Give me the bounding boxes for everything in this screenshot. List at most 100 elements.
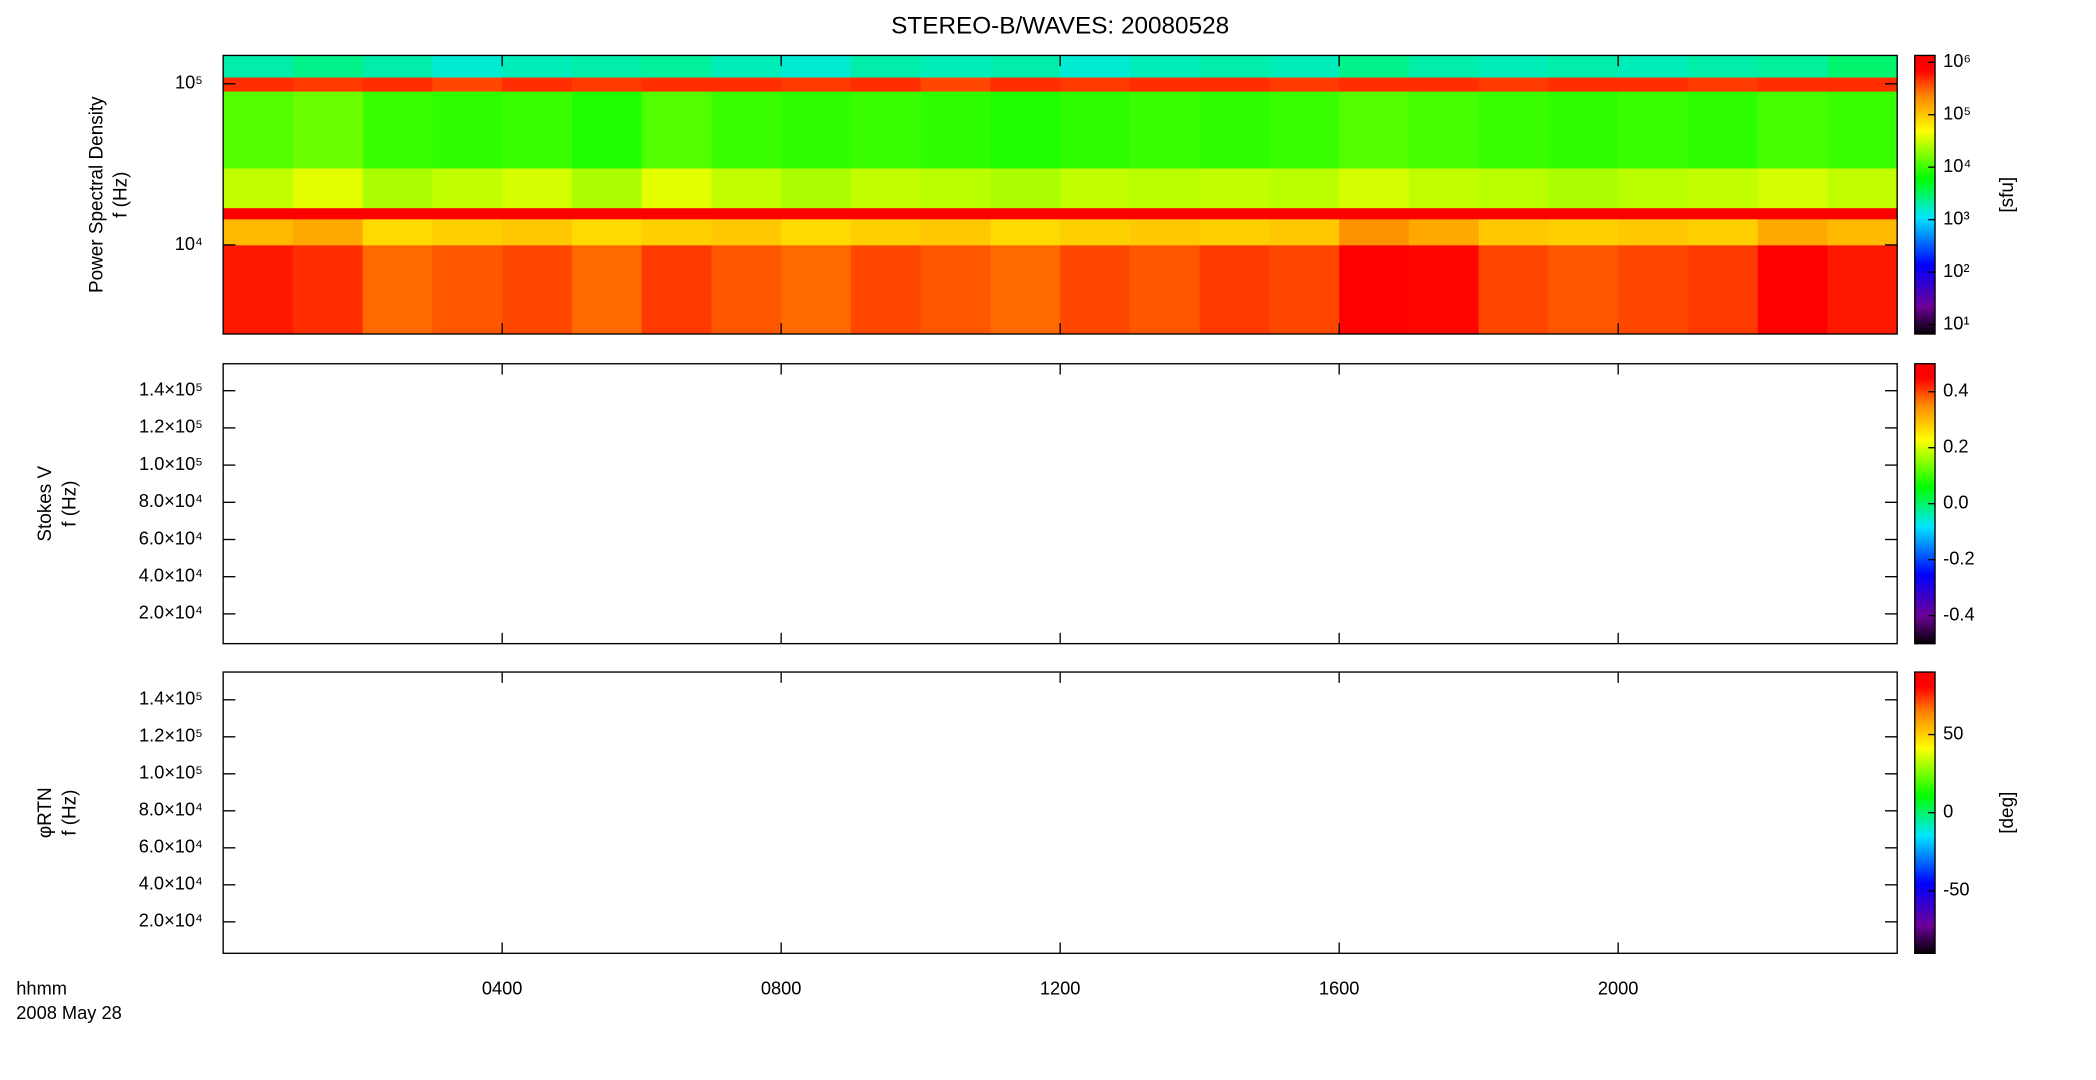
heatmap-cell — [1548, 218, 1619, 246]
colorbar-swatch — [1914, 629, 1936, 633]
colorbar-swatch — [1914, 90, 1936, 94]
colorbar-swatch — [1914, 426, 1936, 430]
colorbar-swatch — [1914, 908, 1936, 912]
colorbar-swatch — [1914, 106, 1936, 110]
colorbar-swatch — [1914, 864, 1936, 868]
colorbar-swatch — [1914, 805, 1936, 809]
colorbar-swatch — [1914, 506, 1936, 509]
heatmap-cell — [1129, 168, 1201, 209]
colorbar-tick-label: -0.4 — [1943, 603, 1974, 624]
colorbar-swatch — [1914, 315, 1936, 319]
colorbar-swatch — [1914, 229, 1936, 233]
heatmap-cell — [1548, 207, 1619, 220]
colorbar-swatch — [1914, 461, 1936, 465]
colorbar-tick-label: 10⁶ — [1943, 50, 1971, 71]
colorbar-swatch — [1914, 920, 1936, 924]
colorbar-swatch — [1914, 822, 1936, 825]
colorbar-swatch — [1914, 471, 1936, 474]
colorbar-swatch — [1914, 840, 1936, 844]
colorbar-swatch — [1914, 765, 1936, 769]
colorbar-swatch — [1914, 231, 1936, 235]
heatmap-cell — [1060, 168, 1131, 209]
colorbar-swatch — [1914, 145, 1936, 149]
heatmap-cell — [223, 244, 294, 335]
colorbar-swatch — [1914, 709, 1936, 713]
heatmap-cell — [1060, 55, 1131, 78]
colorbar-swatch — [1914, 141, 1936, 145]
colorbar-swatch — [1914, 915, 1936, 919]
heatmap-cell — [1408, 168, 1480, 209]
colorbar-swatch — [1914, 761, 1936, 764]
colorbar-swatch — [1914, 934, 1936, 938]
heatmap-cell — [781, 207, 852, 220]
heatmap-cell — [1129, 218, 1201, 246]
colorbar-swatch — [1914, 180, 1936, 184]
heatmap-cell — [1060, 91, 1131, 169]
colorbar-tick-label: -0.2 — [1943, 548, 1974, 569]
colorbar-swatch — [1914, 457, 1936, 460]
colorbar-tick-label: 10³ — [1943, 207, 1969, 228]
heatmap-cell — [711, 77, 782, 92]
colorbar-swatch — [1914, 700, 1936, 704]
colorbar-swatch — [1914, 310, 1936, 314]
colorbar-swatch — [1914, 536, 1936, 540]
heatmap-cell — [850, 168, 922, 209]
heatmap-cell — [1618, 218, 1689, 246]
colorbar-swatch — [1914, 782, 1936, 786]
heatmap-cell — [850, 55, 922, 78]
heatmap-cell — [1129, 91, 1201, 169]
colorbar-swatch — [1914, 169, 1936, 173]
colorbar-swatch — [1914, 429, 1936, 432]
colorbar-swatch — [1914, 686, 1936, 689]
colorbar-swatch — [1914, 608, 1936, 612]
colorbar-swatch — [1914, 278, 1936, 282]
colorbar-swatch — [1914, 317, 1936, 321]
colorbar-swatch — [1914, 815, 1936, 818]
colorbar-swatch — [1914, 513, 1936, 516]
colorbar-swatch — [1914, 695, 1936, 699]
colorbar-swatch — [1914, 478, 1936, 481]
heatmap-cell — [1199, 77, 1270, 92]
colorbar-swatch — [1914, 87, 1936, 91]
colorbar-swatch — [1914, 431, 1936, 435]
colorbar-swatch — [1914, 464, 1936, 467]
colorbar-swatch — [1914, 599, 1936, 603]
colorbar-swatch — [1914, 615, 1936, 619]
y-tick-label: 2.0×10⁴ — [139, 910, 203, 931]
colorbar-swatch — [1914, 282, 1936, 286]
heatmap-cell — [1687, 218, 1759, 246]
heatmap-cell — [1339, 77, 1410, 92]
heatmap-cell — [502, 207, 573, 220]
colorbar-swatch — [1914, 861, 1936, 865]
heatmap-cell — [990, 218, 1061, 246]
colorbar-swatch — [1914, 499, 1936, 502]
colorbar-swatch — [1914, 492, 1936, 495]
y-axis-label: f (Hz) — [59, 790, 80, 836]
colorbar-swatch — [1914, 810, 1936, 814]
colorbar-swatch — [1914, 487, 1936, 491]
heatmap-cell — [1199, 244, 1270, 335]
colorbar-swatch — [1914, 308, 1936, 312]
colorbar-swatch — [1914, 897, 1936, 900]
colorbar-swatch — [1914, 697, 1936, 701]
colorbar-swatch — [1914, 812, 1936, 816]
colorbar-swatch — [1914, 62, 1936, 66]
heatmap-cell — [1199, 91, 1270, 169]
heatmap-cell — [1687, 91, 1759, 169]
colorbar-swatch — [1914, 241, 1936, 245]
colorbar-tick-label: 0.2 — [1943, 436, 1968, 457]
heatmap-cell — [1687, 168, 1759, 209]
x-tick-label: 0400 — [482, 978, 523, 999]
y-tick-label: 6.0×10⁴ — [139, 527, 203, 548]
colorbar-swatch — [1914, 852, 1936, 856]
y-tick-label: 2.0×10⁴ — [139, 602, 203, 623]
colorbar-swatch — [1914, 721, 1936, 725]
colorbar-swatch — [1914, 515, 1936, 519]
heatmap-cell — [1269, 244, 1340, 335]
heatmap-cell — [781, 218, 852, 246]
colorbar-swatch — [1914, 711, 1936, 715]
colorbar-swatch — [1914, 496, 1936, 500]
heatmap-cell — [1408, 218, 1480, 246]
colorbar-swatch — [1914, 880, 1936, 884]
